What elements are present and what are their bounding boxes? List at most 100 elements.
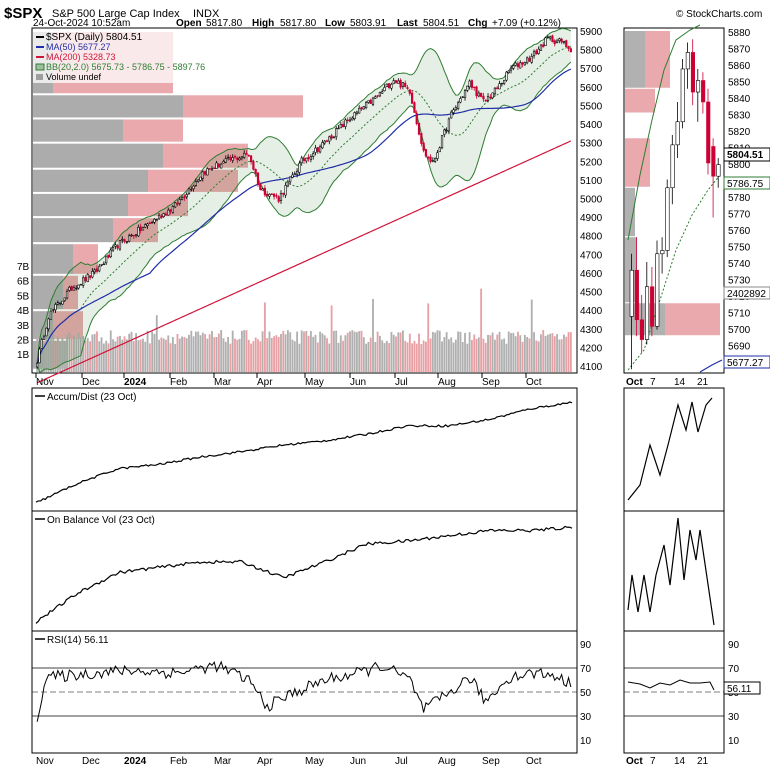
candle-body [526,57,529,64]
volume-bar [535,340,538,372]
candle-body [123,239,126,242]
candle-body [521,62,524,65]
candle-body [413,102,416,113]
month-label: Apr [257,377,273,388]
candle-body [457,102,460,109]
bb-middle [36,46,571,364]
volume-bar [473,334,476,372]
candle-body [314,147,317,153]
candle-body [266,193,269,197]
candle-body [144,224,147,228]
candle-body [365,102,368,109]
volume-bar [192,336,195,372]
volume-bar [422,340,425,372]
volume-bar [208,334,211,372]
volume-bar [369,337,372,372]
vbp-gray-bar [33,95,183,118]
volume-bar [217,333,220,372]
price-tick-label: 4400 [580,306,603,317]
volume-bar [273,336,276,372]
candle-body [187,188,191,194]
candle-body [461,96,464,98]
candle-body [45,327,48,337]
candle-body [450,111,453,119]
candle-body [537,48,540,54]
zoom-vbp-red [665,303,720,336]
volume-bar [178,338,181,372]
volume-bar [252,341,255,372]
candle-body [507,70,510,74]
candle-body [470,80,474,88]
candle-body [411,92,414,104]
candle-body [434,157,437,162]
candle-body [440,135,444,149]
candle-body [316,147,319,152]
volume-bar [268,331,271,372]
volume-bar [220,330,223,372]
candle-body [431,160,434,162]
volume-bar [59,341,62,372]
volume-bar [459,331,462,372]
volume-bar [139,339,142,372]
candle-body [105,255,108,264]
candle-body [93,269,96,273]
candle-body [346,119,349,122]
volume-bar [404,340,407,372]
accum-dist-label: Accum/Dist (23 Oct) [47,392,136,403]
candle-body [36,362,39,368]
candle-body [137,227,140,237]
zoom-price-tick-label: 5860 [728,61,751,72]
volume-bar [291,339,294,372]
zoom-day-label: 21 [697,377,709,388]
volume-bar [374,341,377,372]
volume-bar [135,333,137,372]
candle-body [272,193,276,197]
candle-body [553,40,556,45]
volume-bar [194,331,197,372]
candle-body [70,286,73,291]
candle-body [335,128,338,138]
candle-body [132,234,135,237]
volume-bar [480,288,483,372]
last-value: 5804.51 [423,18,460,29]
volume-bar [344,335,347,372]
zoom-price-tick-label: 5850 [728,78,751,89]
volume-bar [487,334,489,372]
volume-bar [93,333,96,372]
high-value: 5817.80 [280,18,317,29]
volume-bar [270,337,273,372]
candle-body [286,181,290,187]
candle-body [261,188,264,191]
volume-bar [452,342,455,372]
volume-bar [367,341,370,372]
candle-body [155,219,158,221]
candle-body [54,304,57,311]
price-candles [36,34,572,369]
candle-body [535,50,538,55]
candle-body [226,156,230,159]
candle-body [100,264,103,266]
volume-bar [215,337,218,372]
volume-bar [438,330,441,372]
candle-body [208,168,211,170]
vbp-red-bar [123,119,183,142]
volume-bar [351,330,354,372]
candle-body [254,169,257,175]
volume-badge [723,286,770,300]
rsi-tick-label: 90 [580,640,592,651]
month-label-bottom: Dec [82,756,100,767]
candle-body [523,62,526,66]
volume-bar [378,335,381,372]
candle-body [376,95,379,97]
volume-bar [553,336,556,372]
volume-bar [413,340,416,372]
volume-bar [365,343,368,372]
zoom-price-tick-label: 5730 [728,276,751,287]
volume-bar [68,331,71,372]
candle-body [160,215,163,219]
volume-bar [63,340,66,372]
candle-body [567,46,570,49]
zoom-price-tick-label: 5770 [728,210,751,221]
zoom-price-tick-label: 5750 [728,243,751,254]
candle-body [489,96,492,99]
